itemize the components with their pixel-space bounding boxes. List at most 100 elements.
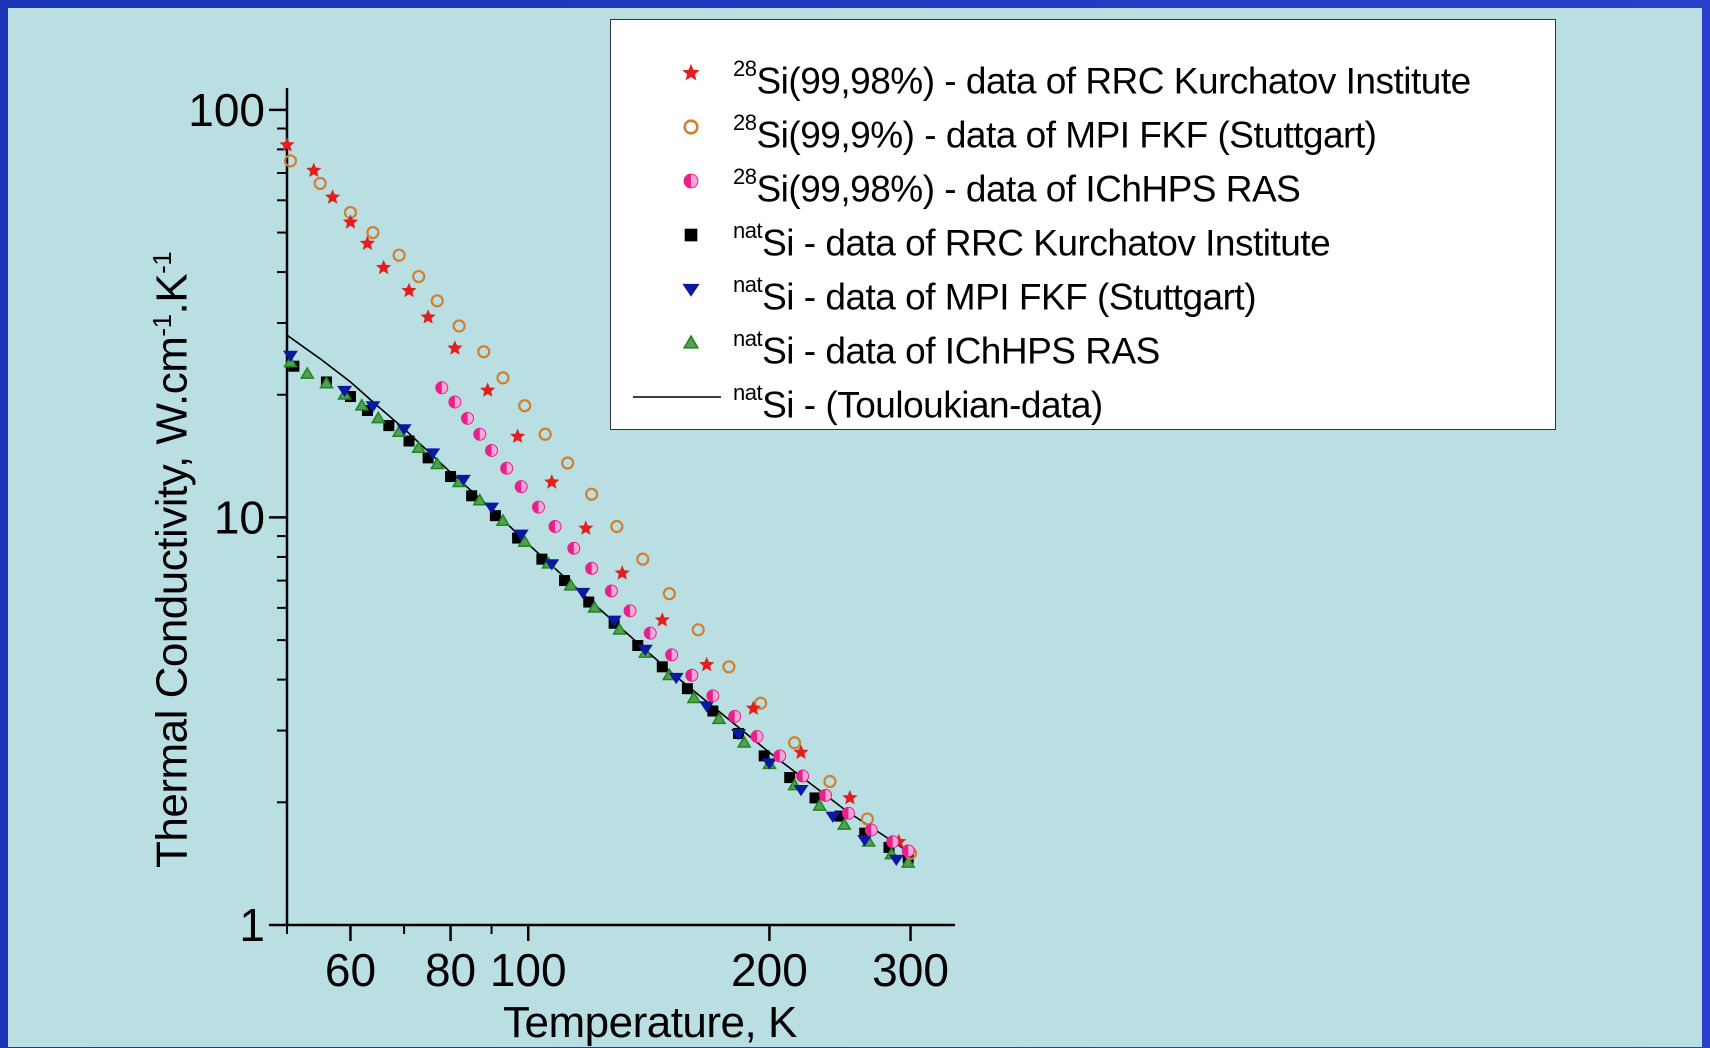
halfcircle-point [819, 788, 833, 802]
series-ring [283, 154, 918, 860]
halfcircle-fill [515, 480, 522, 493]
square-point [684, 228, 698, 242]
ring-point [585, 487, 599, 501]
legend-sup: nat [733, 326, 763, 351]
square-point [383, 420, 395, 432]
tri-up-point [429, 456, 445, 470]
square-point [559, 575, 571, 587]
halfcircle-fill [665, 648, 672, 661]
halfcircle-fill [485, 444, 492, 457]
halfcircle-point [706, 689, 720, 703]
y-tick-label: 10 [214, 491, 265, 543]
legend-square-marker [684, 228, 698, 242]
halfcircle-point [461, 411, 475, 425]
tri-down-point [761, 758, 777, 770]
star-point [359, 235, 375, 250]
legend-entry: 28Si(99,98%) - data of IChHPS RAS [611, 154, 1555, 209]
square-point [422, 452, 434, 464]
halfcircle-point [864, 823, 878, 837]
halfcircle-point [901, 844, 915, 858]
halfcircle-fill [684, 174, 691, 188]
square-point [758, 750, 770, 762]
chart-axes: 1 10 100 60 80 100 200 300 [188, 84, 955, 996]
ring-point [366, 225, 380, 240]
legend-sup: nat [733, 272, 763, 297]
star-point [544, 474, 560, 489]
y-axis-title: Thermal Conductivity, W.cm-1.K-1 [147, 252, 198, 868]
tri-down-point [825, 811, 841, 823]
legend-label: 28Si(99,98%) - data of RRC Kurchatov Ins… [733, 46, 1471, 108]
halfcircle-fill [902, 844, 909, 857]
tri-down-point [888, 854, 904, 866]
halfcircle-fill [773, 749, 780, 762]
ring-point [283, 154, 298, 168]
legend-entry: natSi - data of MPI FKF (Stuttgart) [611, 262, 1555, 317]
tri-down-point [682, 283, 700, 297]
ring-point [683, 119, 699, 135]
tri-down-point [455, 474, 471, 487]
square-point [656, 661, 668, 673]
halfcircle-point [435, 381, 449, 395]
square-point [512, 532, 524, 544]
tri-up-point [587, 600, 602, 613]
square-point [489, 510, 501, 522]
halfcircle-fill [605, 584, 612, 597]
halfcircle-fill [532, 501, 539, 514]
tri-down-point [606, 615, 622, 627]
halfcircle-point [473, 427, 487, 441]
star-point [682, 63, 700, 81]
ring-point [518, 399, 532, 413]
tri-up-point [711, 711, 727, 725]
legend-halfcircle-marker [683, 173, 699, 189]
tri-up-point [319, 376, 334, 389]
ring-point [722, 660, 736, 674]
tri-down-point [793, 785, 809, 797]
x-tick-label: 60 [325, 944, 376, 996]
tri-down-point [513, 529, 529, 541]
halfcircle-fill [549, 520, 556, 533]
tri-down-point [637, 644, 653, 656]
halfcircle-point [485, 443, 499, 457]
series-halfcircle [435, 381, 915, 858]
tri-down-point [282, 350, 298, 362]
tri-up-point [612, 622, 627, 635]
legend-label-text: Si(99,9%) - data of MPI FKF (Stuttgart) [756, 114, 1377, 156]
star-point [842, 789, 858, 805]
star-point [279, 137, 295, 152]
halfcircle-fill [644, 627, 651, 640]
halfcircle-point [548, 520, 562, 534]
star-point [480, 382, 496, 397]
tri-down-point [699, 701, 715, 713]
series-tri-down [282, 350, 904, 866]
halfcircle-point [514, 480, 528, 494]
tri-up-point [517, 534, 533, 548]
halfcircle-point [585, 561, 599, 575]
halfcircle-fill [886, 835, 893, 848]
halfcircle-fill [819, 789, 826, 802]
tri-up-point [354, 398, 370, 411]
halfcircle-fill [728, 710, 735, 723]
halfcircle-point [841, 806, 855, 820]
halfcircle-point [567, 541, 581, 555]
square-point [466, 490, 478, 502]
legend-label: natSi - data of IChHPS RAS [733, 316, 1160, 378]
halfcircle-fill [706, 689, 713, 702]
tri-down-point [484, 502, 500, 514]
halfcircle-fill [865, 824, 872, 837]
legend-tri-up-marker [682, 334, 700, 349]
legend-entry: 28Si(99,98%) - data of RRC Kurchatov Ins… [611, 46, 1555, 101]
star-point [401, 282, 417, 298]
tri-up-point [686, 690, 702, 704]
halfcircle-fill [585, 562, 592, 575]
halfcircle-fill [685, 669, 692, 682]
halfcircle-point [623, 604, 637, 618]
legend-sup: nat [733, 218, 763, 243]
square-point [859, 827, 871, 839]
x-tick-label: 300 [872, 944, 949, 996]
legend-label-text: Si - (Touloukian-data) [762, 384, 1103, 426]
tri-up-point [812, 798, 827, 811]
legend-entry: natSi - data of IChHPS RAS [611, 316, 1555, 371]
chart: 1 10 100 60 80 100 200 300 [188, 84, 955, 996]
square-point [707, 705, 719, 717]
square-point [403, 435, 415, 447]
